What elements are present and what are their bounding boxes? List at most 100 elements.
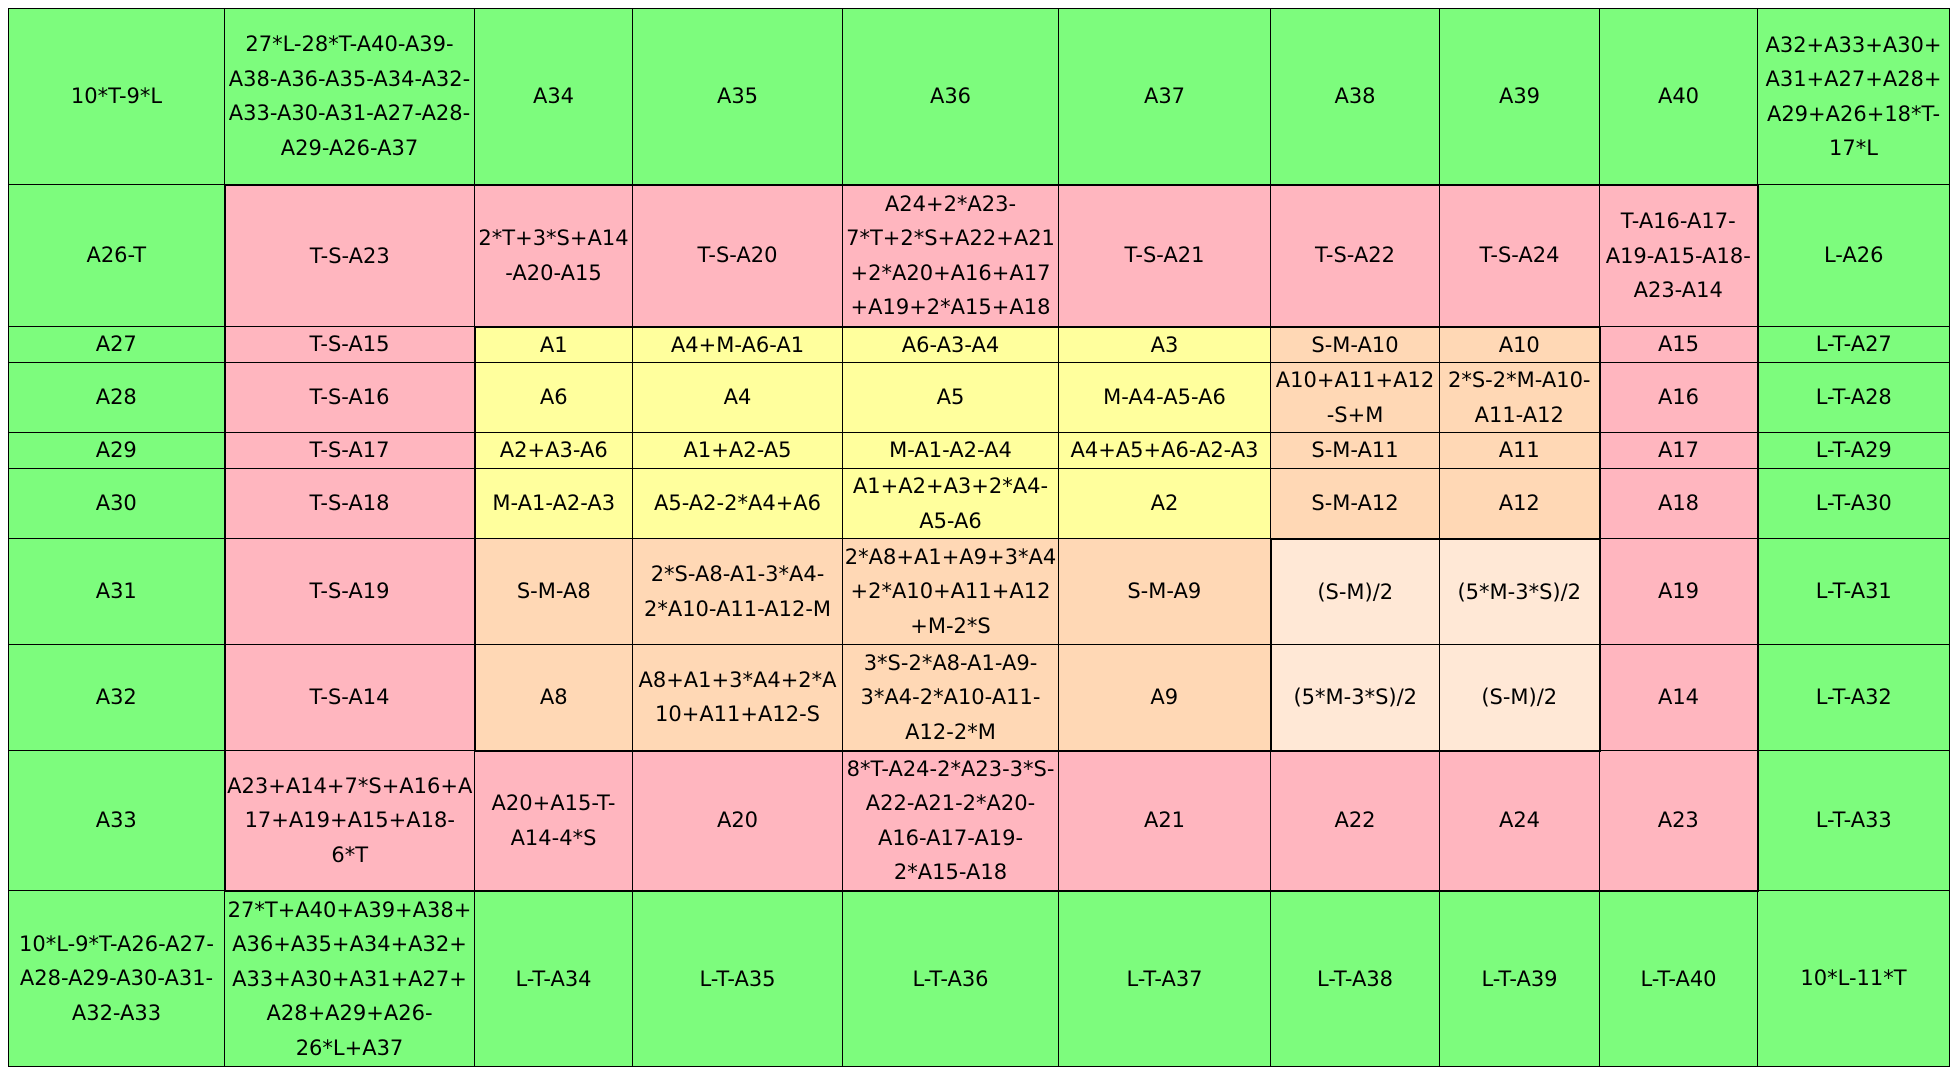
grid-cell[interactable]: L-T-A35	[632, 890, 843, 1067]
grid-cell[interactable]: A11	[1439, 432, 1601, 469]
grid-cell[interactable]: L-T-A33	[1757, 750, 1950, 891]
grid-cell[interactable]: A12	[1439, 468, 1601, 539]
grid-cell[interactable]: T-S-A21	[1058, 183, 1271, 327]
grid-cell[interactable]: A8	[473, 644, 633, 752]
grid-cell[interactable]: T-S-A24	[1439, 183, 1600, 327]
grid-cell[interactable]: A24	[1439, 750, 1600, 892]
grid-cell[interactable]: A3	[1058, 325, 1271, 363]
grid-cell[interactable]: A14	[1599, 644, 1759, 751]
grid-cell[interactable]: L-T-A30	[1757, 468, 1950, 539]
grid-cell[interactable]: A23+A14+7*S+A16+A17+A19+A15+A18-6*T	[223, 750, 475, 892]
grid-cell[interactable]: (S-M)/2	[1269, 537, 1440, 645]
grid-cell[interactable]: T-S-A17	[223, 432, 475, 469]
grid-cell[interactable]: M-A1-A2-A4	[842, 432, 1059, 469]
grid-cell[interactable]: L-T-A28	[1757, 362, 1950, 433]
grid-cell[interactable]: (5*M-3*S)/2	[1269, 644, 1440, 752]
grid-cell[interactable]: M-A4-A5-A6	[1058, 362, 1271, 433]
grid-cell[interactable]: A22	[1270, 750, 1440, 892]
grid-cell[interactable]: 27*L-28*T-A40-A39-A38-A36-A35-A34-A32-A3…	[224, 8, 475, 185]
grid-cell[interactable]: T-S-A23	[223, 183, 475, 327]
grid-cell[interactable]: 10*T-9*L	[8, 8, 225, 185]
grid-cell[interactable]: 10*L-9*T-A26-A27-A28-A29-A30-A31-A32-A33	[8, 890, 225, 1067]
grid-cell[interactable]: A1	[473, 325, 633, 363]
grid-cell[interactable]: (S-M)/2	[1439, 644, 1601, 752]
grid-cell[interactable]: A30	[8, 468, 225, 539]
grid-cell[interactable]: T-S-A14	[223, 644, 475, 751]
grid-cell[interactable]: A27	[8, 326, 225, 363]
grid-cell[interactable]: A20	[632, 750, 843, 892]
grid-cell[interactable]: S-M-A9	[1058, 538, 1271, 645]
grid-cell[interactable]: 2*A8+A1+A9+3*A4+2*A10+A11+A12+M-2*S	[842, 538, 1059, 645]
grid-cell[interactable]: T-S-A15	[223, 326, 475, 363]
grid-cell[interactable]: A37	[1058, 8, 1271, 185]
grid-cell[interactable]: 2*S-A8-A1-3*A4-2*A10-A11-A12-M	[632, 538, 843, 645]
grid-cell[interactable]: A1+A2-A5	[632, 432, 843, 469]
grid-cell[interactable]: A5-A2-2*A4+A6	[632, 468, 843, 539]
grid-cell[interactable]: L-T-A37	[1058, 890, 1271, 1067]
grid-cell[interactable]: A1+A2+A3+2*A4-A5-A6	[842, 468, 1059, 539]
grid-cell[interactable]: L-T-A29	[1757, 432, 1950, 469]
grid-cell[interactable]: L-T-A27	[1757, 326, 1950, 363]
grid-cell[interactable]: A2	[1058, 468, 1271, 539]
grid-cell[interactable]: A32+A33+A30+A31+A27+A28+A29+A26+18*T-17*…	[1757, 8, 1950, 185]
grid-cell[interactable]: 3*S-2*A8-A1-A9-3*A4-2*A10-A11-A12-2*M	[842, 644, 1059, 752]
grid-cell[interactable]: A29	[8, 432, 225, 469]
grid-cell[interactable]: A38	[1270, 8, 1440, 185]
grid-cell[interactable]: A2+A3-A6	[473, 432, 633, 469]
grid-cell[interactable]: A36	[842, 8, 1059, 185]
grid-cell[interactable]: A6	[473, 362, 633, 433]
grid-cell[interactable]: A5	[842, 362, 1059, 433]
grid-cell[interactable]: A10+A11+A12-S+M	[1270, 362, 1440, 433]
grid-cell[interactable]: A15	[1599, 326, 1759, 363]
grid-cell[interactable]: S-M-A8	[473, 538, 633, 645]
grid-cell[interactable]: L-A26	[1757, 184, 1950, 327]
grid-cell[interactable]: 2*S-2*M-A10-A11-A12	[1439, 362, 1601, 433]
grid-cell[interactable]: A32	[8, 644, 225, 751]
grid-cell[interactable]: T-S-A22	[1270, 183, 1440, 327]
grid-cell[interactable]: S-M-A12	[1270, 468, 1440, 539]
grid-cell[interactable]: A40	[1599, 8, 1758, 185]
grid-cell[interactable]: A9	[1058, 644, 1271, 752]
grid-cell[interactable]: A4	[632, 362, 843, 433]
grid-cell[interactable]: A33	[8, 750, 225, 891]
grid-cell[interactable]: 2*T+3*S+A14-A20-A15	[474, 183, 633, 327]
grid-cell[interactable]: T-S-A19	[223, 538, 475, 645]
grid-cell[interactable]: A39	[1439, 8, 1600, 185]
grid-cell[interactable]: A34	[474, 8, 633, 185]
grid-cell[interactable]: 27*T+A40+A39+A38+A36+A35+A34+A32+A33+A30…	[224, 890, 475, 1067]
grid-cell[interactable]: A17	[1599, 432, 1759, 469]
grid-cell[interactable]: A18	[1599, 468, 1759, 539]
grid-cell[interactable]: 8*T-A24-2*A23-3*S-A22-A21-2*A20-A16-A17-…	[842, 750, 1059, 892]
grid-cell[interactable]: M-A1-A2-A3	[473, 468, 633, 539]
grid-cell[interactable]: A19	[1599, 538, 1759, 645]
grid-cell[interactable]: L-T-A36	[842, 890, 1059, 1067]
grid-cell[interactable]: 10*L-11*T	[1757, 890, 1950, 1067]
grid-cell[interactable]: L-T-A31	[1757, 538, 1950, 645]
grid-cell[interactable]: A8+A1+3*A4+2*A10+A11+A12-S	[632, 644, 843, 752]
grid-cell[interactable]: T-S-A20	[632, 183, 843, 327]
grid-cell[interactable]: A4+A5+A6-A2-A3	[1058, 432, 1271, 469]
grid-cell[interactable]: A6-A3-A4	[842, 325, 1059, 363]
grid-cell[interactable]: L-T-A38	[1270, 890, 1440, 1067]
grid-cell[interactable]: T-S-A16	[223, 362, 475, 433]
grid-cell[interactable]: L-T-A40	[1599, 890, 1758, 1067]
grid-cell[interactable]: A16	[1599, 362, 1759, 433]
grid-cell[interactable]: A26-T	[8, 184, 225, 327]
grid-cell[interactable]: S-M-A10	[1270, 325, 1440, 363]
grid-cell[interactable]: (5*M-3*S)/2	[1439, 537, 1601, 645]
grid-cell[interactable]: A28	[8, 362, 225, 433]
grid-cell[interactable]: A23	[1599, 750, 1759, 892]
grid-cell[interactable]: A4+M-A6-A1	[632, 325, 843, 363]
grid-cell[interactable]: L-T-A39	[1439, 890, 1600, 1067]
grid-cell[interactable]: L-T-A32	[1757, 644, 1950, 751]
grid-cell[interactable]: A20+A15-T-A14-4*S	[474, 750, 633, 892]
grid-cell[interactable]: L-T-A34	[474, 890, 633, 1067]
grid-cell[interactable]: T-A16-A17-A19-A15-A18-A23-A14	[1599, 183, 1759, 327]
grid-cell[interactable]: A24+2*A23-7*T+2*S+A22+A21+2*A20+A16+A17+…	[842, 183, 1059, 327]
grid-cell[interactable]: A31	[8, 538, 225, 645]
grid-cell[interactable]: A10	[1439, 325, 1601, 363]
grid-cell[interactable]: S-M-A11	[1270, 432, 1440, 469]
grid-cell[interactable]: A21	[1058, 750, 1271, 892]
grid-cell[interactable]: A35	[632, 8, 843, 185]
grid-cell[interactable]: T-S-A18	[223, 468, 475, 539]
